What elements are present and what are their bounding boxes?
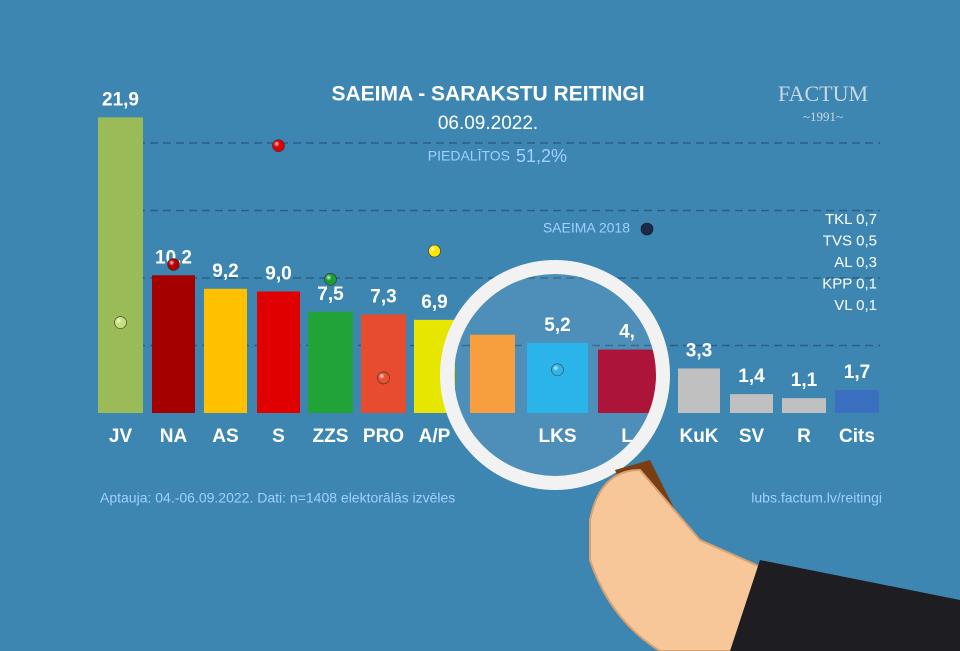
bar [98,117,143,413]
footer-right: lubs.factum.lv/reitingi [751,490,882,506]
dot-shine [551,363,564,376]
value-label: 9,2 [212,261,238,282]
footer-left: Aptauja: 04.-06.09.2022. Dati: n=1408 el… [100,490,455,506]
bar [470,334,515,413]
bar [204,288,247,413]
bar [257,291,300,413]
x-tick-label: NA [160,426,188,447]
value-label: 1,1 [791,370,818,391]
value-label: 1,7 [844,362,870,383]
x-tick-label: PRO [363,426,404,447]
chart-title: SAEIMA - SARAKSTU REITINGI [331,83,644,106]
dot-shine [428,245,441,257]
x-tick-label: ZZS [313,426,349,447]
brand-year: ~1991~ [803,109,843,124]
bar [678,368,720,413]
bar [527,342,588,413]
other-party: TKL 0,7 [825,211,877,228]
value-label: 10,2 [155,247,192,268]
magnifier [440,260,960,651]
other-party: KPP 0,1 [822,275,877,292]
x-tick-label: A/P [419,426,451,447]
legend-label: SAEIMA 2018 [543,220,630,236]
value-label: 9,0 [265,264,291,285]
x-tick-label: AS [212,426,238,447]
sleeve [730,560,960,651]
brand: FACTUM [778,81,868,106]
bar [361,314,406,413]
value-label: 4, [619,322,635,343]
chart-subtitle: 06.09.2022. [438,113,538,134]
value-label: 3,3 [686,340,712,361]
hand [589,468,792,651]
x-tick-label: JV [109,426,133,447]
dot-shine [272,139,285,152]
dot-shine [377,371,390,384]
bar [730,394,773,413]
turnout-value: 51,2% [516,146,567,166]
x-tick-label: L [621,426,633,447]
dot-shine [167,258,180,271]
value-label: 21,9 [102,89,139,110]
x-tick-label: Cits [839,426,875,447]
other-party: AL 0,3 [834,254,877,271]
dot-shine [114,316,127,329]
value-label: 7,3 [370,286,396,307]
legend-dot [640,222,654,236]
bar [782,398,826,413]
dot-shine [324,273,337,286]
bar [598,349,656,413]
other-party: VL 0,1 [834,297,877,314]
bar [308,311,353,413]
plot: 21,9 JV 10,2 NA 9,2 AS 9,0 S 7,5 ZZS 7,3 PRO 6,9 A/P 5… [98,89,880,447]
x-tick-label: LKS [539,426,577,447]
x-tick-label: KuK [679,426,718,447]
x-tick-label: S [272,426,285,447]
x-tick-label: R [797,426,811,447]
value-label: 7,5 [317,284,344,305]
other-party: TVS 0,5 [823,232,877,249]
lens-ring [440,260,670,490]
value-label: 6,9 [421,292,447,313]
x-tick-label: SV [739,426,765,447]
bar [152,275,195,413]
bar [835,390,879,413]
turnout-label: PIEDALĪTOS [428,148,510,164]
value-label: 5,2 [544,315,570,336]
value-label: 1,4 [738,366,765,387]
